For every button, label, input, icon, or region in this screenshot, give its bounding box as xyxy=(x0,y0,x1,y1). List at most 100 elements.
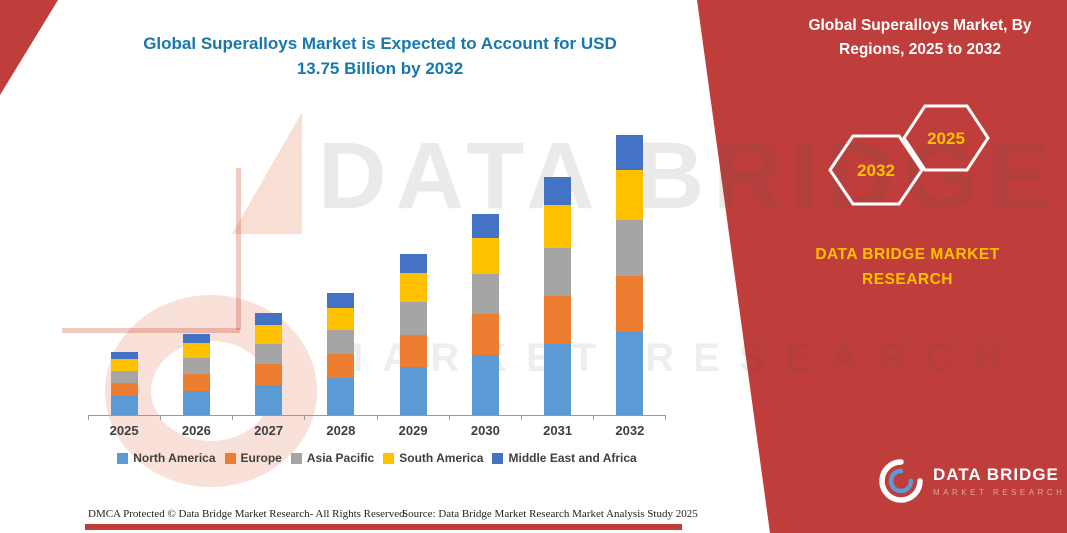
legend-item: Europe xyxy=(224,451,282,465)
bar-column-2028 xyxy=(305,292,377,415)
bar-segment xyxy=(255,313,283,326)
legend-swatch xyxy=(224,452,236,464)
brand-logo: DATA BRIDGE MARKET RESEARCH xyxy=(878,458,1065,504)
bar-segment xyxy=(399,367,427,415)
bar-segment xyxy=(327,329,355,354)
dmca-note: DMCA Protected © Data Bridge Market Rese… xyxy=(88,508,408,520)
bar-segment xyxy=(616,219,644,276)
bar-2031 xyxy=(544,176,572,415)
bar-segment xyxy=(616,331,644,415)
legend-label: North America xyxy=(133,451,216,465)
bar-segment xyxy=(110,383,138,396)
hexagon-year-2025: 2025 xyxy=(927,129,965,148)
bar-segment xyxy=(327,307,355,330)
axis-tick xyxy=(376,416,378,420)
bar-2026 xyxy=(182,333,210,415)
hexagon-year-2032: 2032 xyxy=(857,161,895,180)
bar-segment xyxy=(544,176,572,206)
bottom-accent-bar xyxy=(85,524,682,530)
bar-segment xyxy=(616,169,644,220)
bar-segment xyxy=(327,292,355,308)
bar-segment xyxy=(255,364,283,385)
bar-segment xyxy=(182,390,210,415)
axis-tick xyxy=(304,416,306,420)
bar-segment xyxy=(399,273,427,302)
legend-item: North America xyxy=(117,451,216,465)
legend-swatch xyxy=(492,452,504,464)
stacked-bar-chart: 2025 2026 2027 2028 2029 2030 2031 2032 North A… xyxy=(88,128,666,465)
bar-2030 xyxy=(471,213,499,415)
axis-tick xyxy=(88,416,89,420)
page-title-line2: 13.75 Billion by 2032 xyxy=(296,58,464,78)
legend-label: Asia Pacific xyxy=(306,451,375,465)
page-title-line1: Global Superalloys Market is Expected to… xyxy=(143,34,617,53)
bar-segment xyxy=(471,314,499,355)
bar-segment xyxy=(110,359,138,371)
x-axis-ticks xyxy=(88,416,666,420)
x-axis-label: 2026 xyxy=(181,423,211,438)
legend-swatch xyxy=(290,452,302,464)
hexagon-2032-shape xyxy=(828,134,924,206)
bar-2028 xyxy=(327,292,355,415)
axis-tick xyxy=(592,416,594,420)
chart-plot-area xyxy=(88,128,666,416)
source-note: Source: Data Bridge Market Research Mark… xyxy=(402,508,698,520)
legend-swatch xyxy=(383,452,395,464)
bar-2027 xyxy=(255,313,283,415)
legend-label: Europe xyxy=(240,451,282,465)
bar-column-2029 xyxy=(377,254,449,415)
bar-column-2032 xyxy=(594,135,666,415)
x-axis-label: 2031 xyxy=(543,423,573,438)
axis-tick xyxy=(160,416,162,420)
year-hexagons: 2032 2025 xyxy=(828,104,990,206)
bar-segment xyxy=(544,247,572,296)
bar-segment xyxy=(182,358,210,375)
bar-segment xyxy=(471,213,499,238)
bar-segment xyxy=(327,353,355,379)
bar-column-2030 xyxy=(449,213,521,415)
legend: North America Europe Asia Pacific South Ame… xyxy=(88,451,666,465)
x-axis-labels: 2025 2026 2027 2028 2029 2030 2031 2032 xyxy=(88,423,666,438)
bar-segment xyxy=(327,378,355,415)
corner-accent xyxy=(0,0,58,95)
watermark-logo-hline xyxy=(62,328,240,333)
bar-segment xyxy=(255,343,283,365)
brand-logo-text: DATA BRIDGE MARKET RESEARCH xyxy=(933,465,1065,497)
legend-swatch xyxy=(117,452,129,464)
x-axis-label: 2025 xyxy=(109,423,139,438)
bar-segment xyxy=(544,343,572,415)
brand-logo-subtitle: MARKET RESEARCH xyxy=(933,488,1066,497)
brand-name: DATA BRIDGE MARKET RESEARCH xyxy=(815,246,1000,288)
bar-column-2027 xyxy=(233,313,305,415)
x-axis-label: 2032 xyxy=(615,423,645,438)
bar-segment xyxy=(471,273,499,315)
bar-2025 xyxy=(110,352,138,415)
bar-segment xyxy=(255,325,283,344)
bar-2032 xyxy=(616,135,644,415)
watermark-text: DATA BRIDGE xyxy=(318,123,1060,229)
bar-segment xyxy=(399,334,427,368)
legend-item: Asia Pacific xyxy=(290,451,375,465)
bar-segment xyxy=(616,135,644,170)
bar-segment xyxy=(110,352,138,360)
legend-label: Middle East and Africa xyxy=(508,451,637,465)
bar-segment xyxy=(182,333,210,344)
bar-segment xyxy=(110,370,138,384)
bar-segment xyxy=(399,254,427,274)
x-axis-label: 2030 xyxy=(470,423,500,438)
page-title: Global Superalloys Market is Expected to… xyxy=(110,32,650,81)
bar-column-2031 xyxy=(522,176,594,415)
brand-logo-name: DATA BRIDGE xyxy=(933,465,1059,484)
watermark-subtext: MARKET RESEARCH xyxy=(330,336,1022,380)
bar-segment xyxy=(544,205,572,248)
bar-segment xyxy=(544,295,572,344)
bar-segment xyxy=(110,395,138,415)
panel-heading: Global Superalloys Market, By Regions, 2… xyxy=(808,17,1032,59)
watermark-logo-vline xyxy=(236,168,241,330)
legend-label: South America xyxy=(399,451,484,465)
bar-segment xyxy=(471,237,499,274)
bar-segment xyxy=(471,354,499,415)
legend-item: South America xyxy=(383,451,483,465)
